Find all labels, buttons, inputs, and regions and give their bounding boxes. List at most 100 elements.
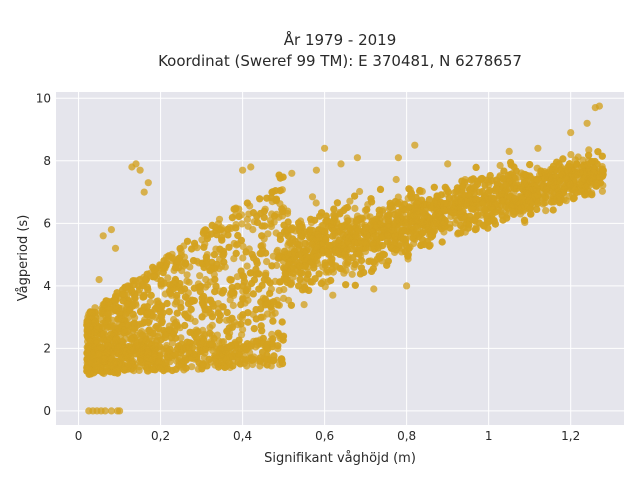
data-point — [215, 347, 223, 355]
data-point — [368, 198, 376, 206]
data-point — [401, 227, 409, 235]
data-point — [328, 265, 336, 273]
data-point — [140, 188, 148, 196]
data-point — [311, 275, 319, 283]
data-point — [440, 206, 448, 214]
data-point — [218, 338, 226, 346]
data-point — [496, 161, 504, 170]
data-point — [353, 154, 361, 162]
data-point — [208, 321, 216, 329]
data-point — [236, 360, 244, 368]
data-point — [229, 301, 237, 310]
data-point — [256, 354, 264, 362]
data-point — [392, 175, 400, 184]
data-point — [114, 328, 122, 336]
data-point — [329, 291, 337, 299]
data-point — [187, 305, 195, 313]
data-point — [176, 245, 184, 253]
data-point — [389, 244, 397, 252]
data-point — [263, 194, 271, 202]
data-point — [332, 246, 340, 254]
data-point — [360, 239, 369, 247]
data-point — [383, 261, 391, 269]
data-point — [508, 203, 516, 211]
data-point — [426, 227, 435, 235]
data-point — [584, 187, 592, 195]
data-point — [351, 204, 359, 212]
data-point — [260, 207, 268, 215]
data-point — [171, 319, 179, 327]
data-point — [403, 215, 411, 223]
data-point — [256, 195, 264, 203]
data-point — [200, 243, 208, 251]
data-point — [372, 232, 380, 240]
data-point — [500, 197, 508, 206]
data-point — [239, 311, 247, 319]
data-point — [281, 247, 289, 255]
data-point — [599, 167, 607, 175]
data-point — [137, 355, 145, 363]
data-point — [242, 346, 250, 354]
data-point — [191, 317, 199, 326]
data-point — [319, 227, 327, 235]
data-point — [147, 291, 155, 299]
data-point — [517, 204, 525, 212]
data-point — [177, 334, 185, 342]
data-point — [348, 245, 356, 253]
data-point — [425, 196, 433, 204]
data-point — [183, 277, 191, 285]
data-point — [346, 197, 354, 205]
data-point — [152, 341, 160, 350]
data-point — [311, 243, 319, 251]
data-point — [238, 220, 246, 228]
data-point — [400, 236, 408, 244]
data-point — [316, 212, 324, 220]
data-point — [327, 276, 335, 285]
data-point — [107, 330, 115, 338]
data-point — [118, 315, 126, 323]
data-point — [411, 141, 419, 149]
data-point — [122, 309, 130, 317]
data-point — [224, 225, 232, 233]
data-point — [207, 230, 215, 238]
data-point — [239, 166, 247, 174]
data-point — [228, 288, 236, 296]
data-point — [98, 316, 106, 324]
data-point — [276, 278, 284, 286]
data-point — [124, 362, 132, 370]
data-point — [550, 178, 558, 186]
data-point — [340, 250, 349, 258]
data-point — [351, 192, 359, 200]
data-point — [123, 283, 131, 291]
data-point — [402, 206, 410, 214]
data-point — [288, 224, 296, 232]
data-point — [103, 348, 111, 356]
data-point — [336, 210, 344, 218]
data-point — [274, 342, 282, 350]
data-points — [83, 102, 607, 415]
data-point — [493, 185, 501, 193]
data-point — [211, 355, 219, 363]
data-point — [357, 256, 366, 265]
data-point — [228, 214, 236, 222]
data-point — [287, 280, 295, 288]
data-point — [567, 129, 575, 137]
data-point — [391, 198, 399, 206]
data-point — [295, 241, 303, 249]
data-point — [419, 218, 427, 226]
data-point — [183, 237, 192, 245]
data-point — [173, 309, 181, 317]
data-point — [95, 276, 103, 284]
data-point — [569, 195, 578, 203]
data-point — [100, 330, 108, 338]
data-point — [585, 146, 593, 154]
data-point — [438, 238, 446, 246]
data-point — [413, 199, 421, 208]
data-point — [403, 282, 411, 290]
data-point — [95, 350, 103, 358]
data-point — [157, 365, 165, 373]
data-point — [404, 251, 412, 259]
data-point — [274, 246, 282, 254]
data-point — [297, 229, 305, 237]
data-point — [259, 348, 267, 356]
